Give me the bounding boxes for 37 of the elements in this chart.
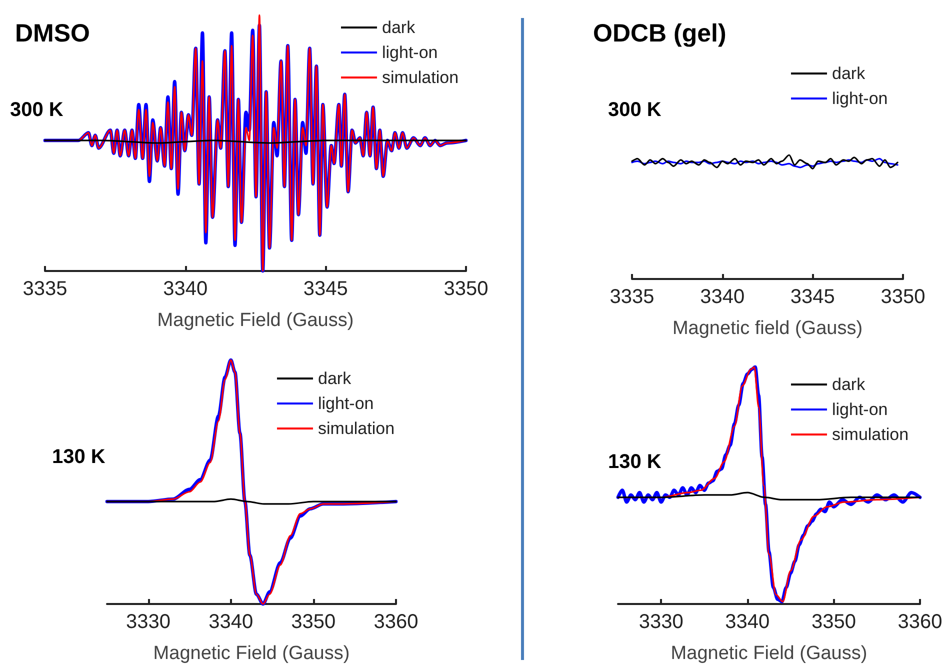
x-tick-label: 3340: [700, 286, 745, 308]
x-axis-title: Magnetic Field (Gauss): [670, 643, 868, 664]
x-tick-label: 3345: [303, 278, 348, 300]
text: 300 K: [608, 99, 662, 121]
text: 130 K: [52, 446, 106, 468]
legend-label: light-on: [832, 89, 888, 108]
legend-label: dark: [318, 369, 352, 388]
chart-title: DMSO: [15, 20, 90, 48]
x-tick-label: 3335: [22, 278, 68, 300]
x-tick-label: 3335: [610, 286, 654, 308]
x-axis-title: Magnetic field (Gauss): [672, 318, 863, 339]
chart-title: ODCB (gel): [593, 20, 726, 48]
x-tick-label: 3350: [444, 278, 488, 300]
x-tick-label: 3330: [126, 611, 171, 633]
x-axis-title: Magnetic Field (Gauss): [157, 310, 354, 331]
x-tick-label: 3345: [790, 286, 835, 308]
annotation: 300 K: [10, 99, 64, 121]
legend-label: simulation: [318, 419, 395, 438]
legend-label: light-on: [382, 43, 438, 62]
legend-label: dark: [832, 64, 866, 83]
x-tick-label: 3340: [725, 611, 770, 633]
legend-label: dark: [832, 375, 866, 394]
x-tick-label: 3340: [163, 278, 208, 300]
legend-label: dark: [382, 18, 416, 37]
x-axis-title: Magnetic Field (Gauss): [153, 643, 350, 664]
x-tick-label: 3360: [374, 611, 418, 633]
x-tick-label: 3360: [898, 611, 942, 633]
x-tick-label: 3350: [291, 611, 336, 633]
x-tick-label: 3350: [811, 611, 856, 633]
legend-label: simulation: [832, 425, 909, 444]
x-tick-label: 3330: [638, 611, 684, 633]
legend-label: light-on: [318, 394, 374, 413]
legend-label: simulation: [382, 68, 459, 87]
x-tick-label: 3350: [880, 286, 926, 308]
x-tick-label: 3340: [208, 611, 254, 633]
legend-label: light-on: [832, 400, 888, 419]
annotation: 130 K: [608, 451, 662, 473]
